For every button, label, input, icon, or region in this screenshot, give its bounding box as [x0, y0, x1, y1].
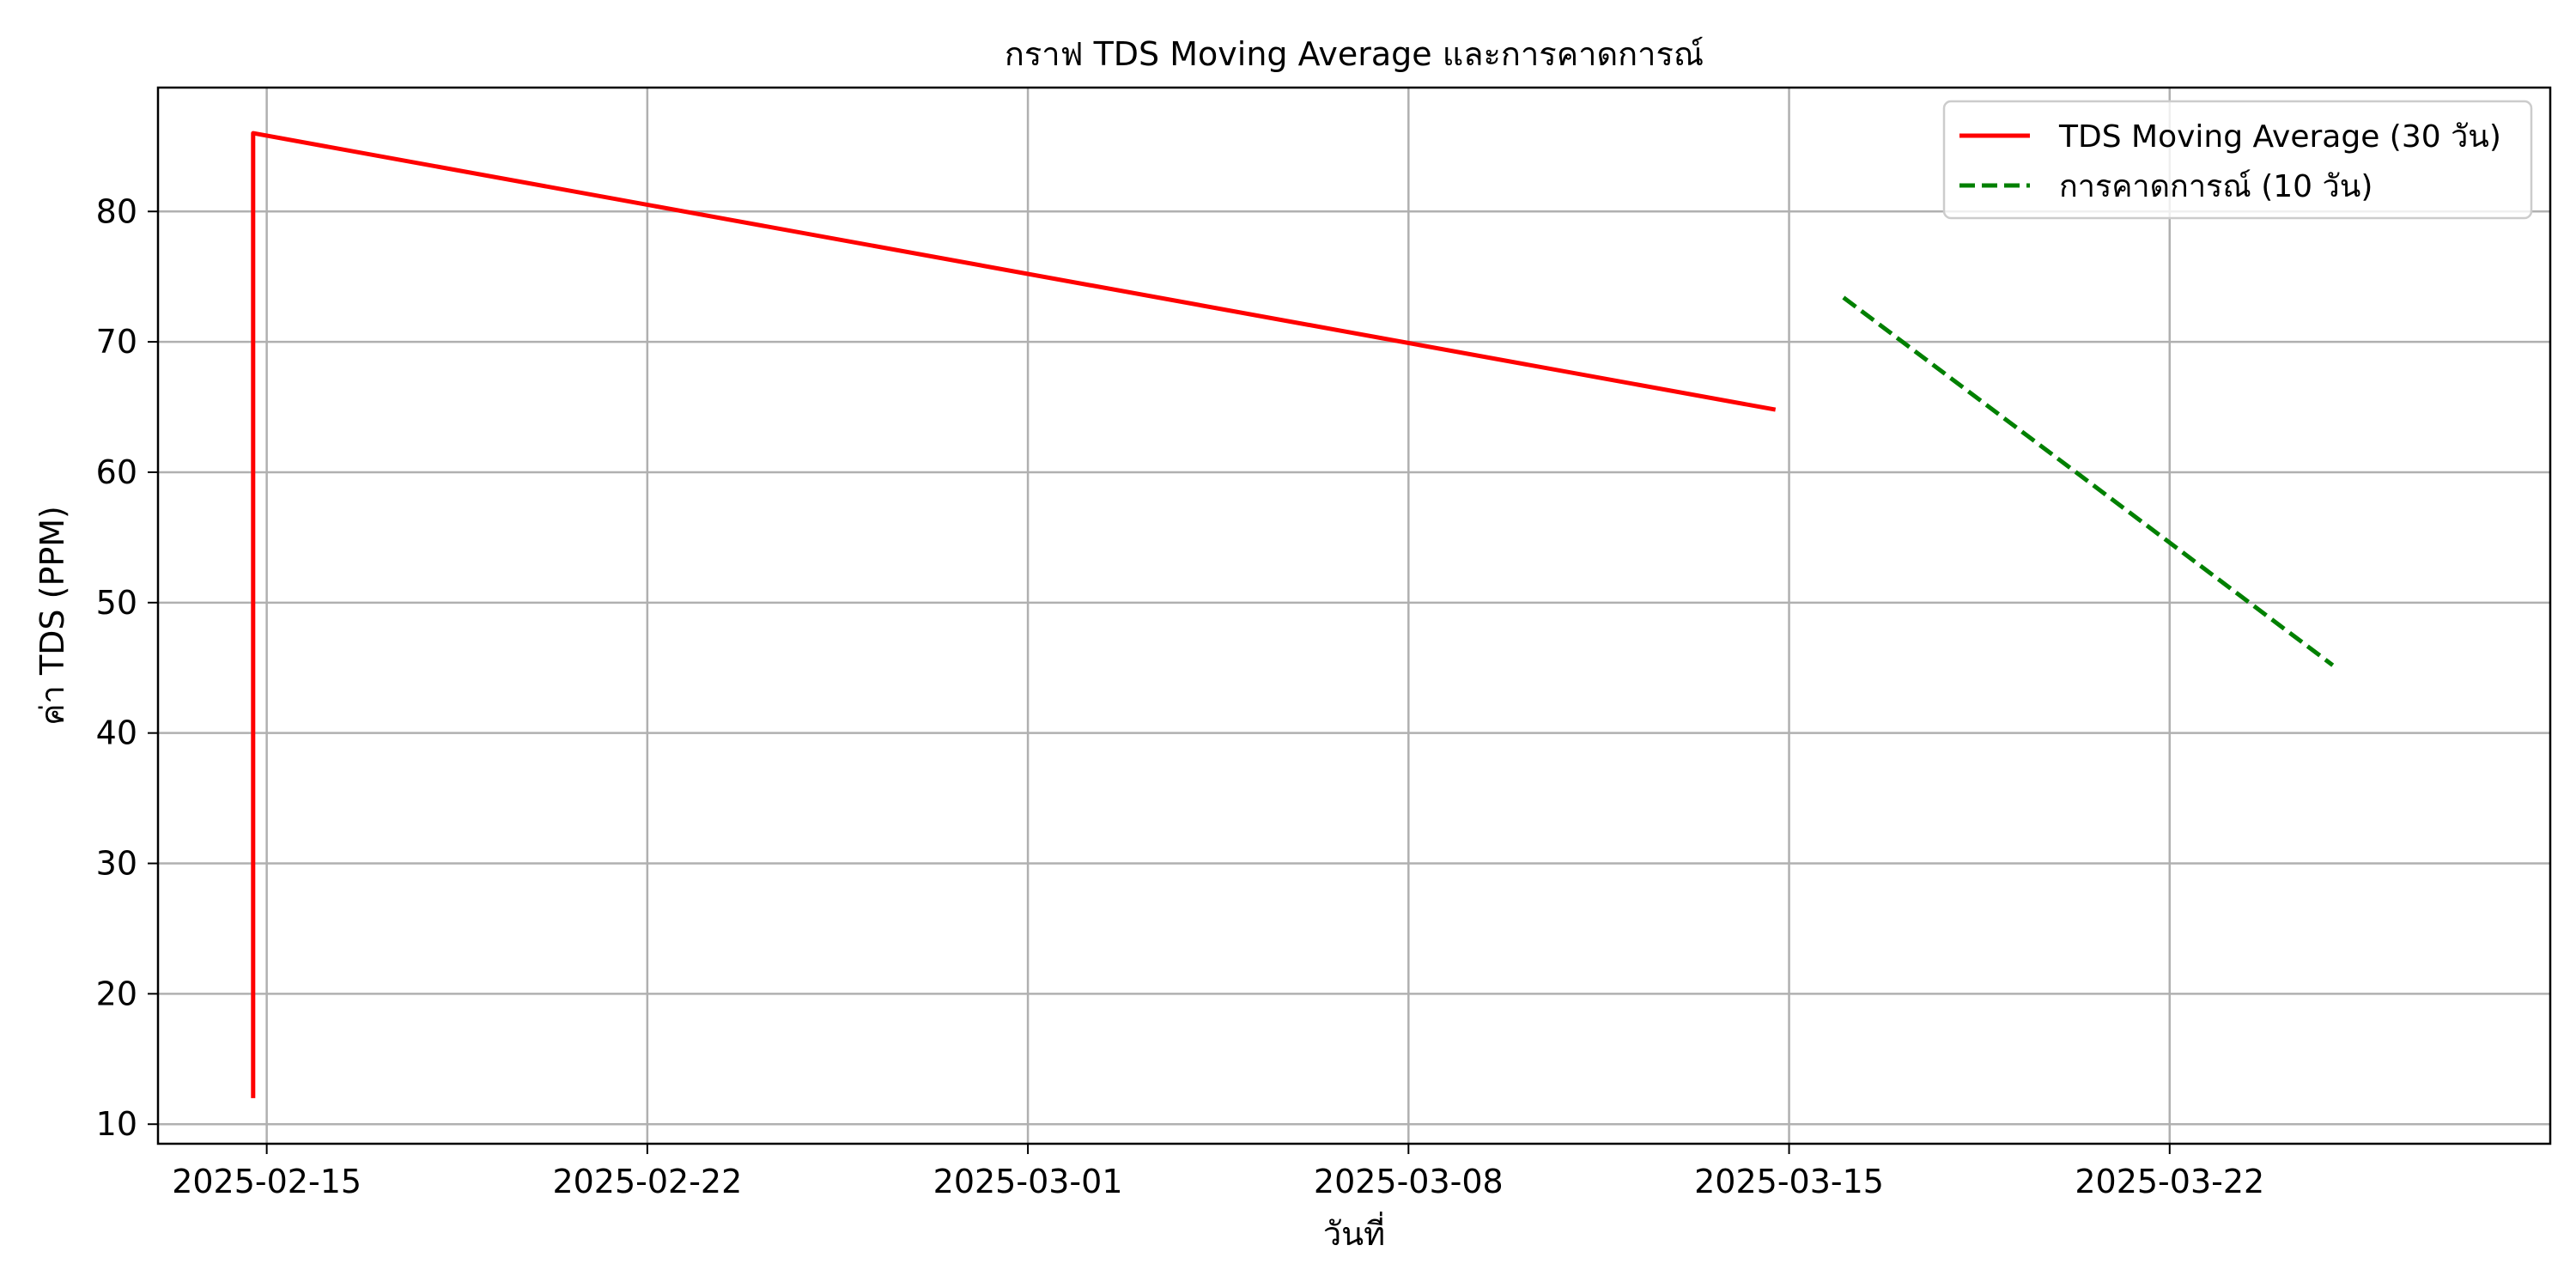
x-tick-label: 2025-03-22: [2075, 1163, 2264, 1200]
x-tick-label: 2025-03-15: [1694, 1163, 1884, 1200]
x-tick-label: 2025-02-22: [552, 1163, 742, 1200]
y-tick-label: 60: [96, 453, 137, 491]
x-axis-title: วันที่: [1323, 1212, 1385, 1253]
y-tick-label: 30: [96, 845, 137, 883]
y-tick-label: 50: [96, 584, 137, 622]
series-layer: [251, 131, 2335, 1098]
legend-label-forecast: การคาดการณ์ (10 วัน): [2059, 169, 2372, 204]
forecast-line: [1842, 295, 2335, 667]
y-tick-label: 80: [96, 192, 137, 230]
plot-frame: [156, 86, 2552, 1145]
legend-box: [1942, 100, 2533, 220]
y-tick-label: 10: [96, 1105, 137, 1143]
x-tick-label: 2025-03-08: [1314, 1163, 1504, 1200]
y-tick-label: 70: [96, 323, 137, 361]
ticks: 2025-02-15 2025-02-22 2025-03-01 2025-03-08…: [96, 192, 2265, 1200]
legend: TDS Moving Average (30 วัน) การคาดการณ์ …: [1942, 100, 2533, 220]
moving-average-line: [251, 131, 1777, 1098]
y-tick-label: 40: [96, 714, 137, 752]
x-tick-label: 2025-02-15: [172, 1163, 361, 1200]
chart-title: กราฟ TDS Moving Average และการคาดการณ์: [1005, 35, 1704, 73]
y-axis-title: ค่า TDS (PPM): [33, 506, 71, 726]
grid: [158, 88, 2550, 1144]
x-tick-label: 2025-03-01: [933, 1163, 1123, 1200]
y-tick-label: 20: [96, 975, 137, 1012]
legend-label-moving-average: TDS Moving Average (30 วัน): [2058, 119, 2501, 155]
